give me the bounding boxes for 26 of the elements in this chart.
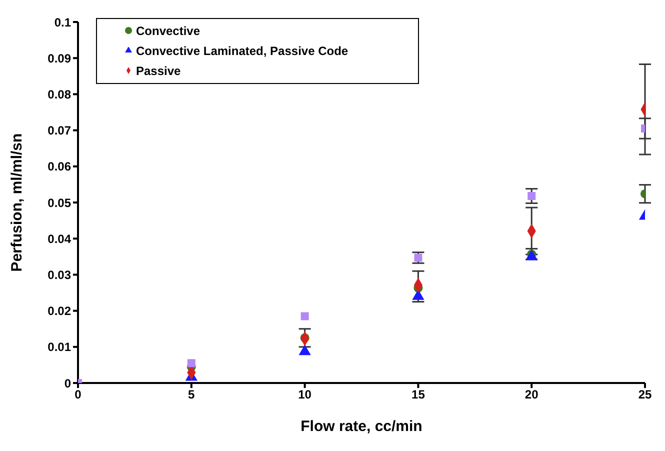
legend-label: Convective <box>136 24 200 38</box>
y-tick-label: 0 <box>64 376 72 390</box>
legend-label: Passive <box>136 64 181 78</box>
y-tick-label: 0.08 <box>48 87 72 102</box>
point <box>528 192 536 200</box>
x-axis-title: Flow rate, cc/min <box>300 418 422 435</box>
y-tick-label: 0.02 <box>48 304 72 318</box>
x-tick-label: 0 <box>74 388 82 402</box>
x-tick-label: 5 <box>188 388 196 402</box>
point <box>300 312 309 320</box>
y-tick-label: 0.07 <box>48 124 72 138</box>
y-axis-title: Perfusion, ml/ml/sn <box>8 133 26 272</box>
y-tick-label: 0.04 <box>48 232 72 246</box>
y-tick-label: 0.05 <box>48 196 72 210</box>
x-tick-label: 10 <box>298 388 312 402</box>
y-tick-label: 0.03 <box>48 268 72 282</box>
point <box>414 254 422 262</box>
y-tick-label: 0.09 <box>48 51 72 66</box>
x-tick-label: 15 <box>412 388 426 402</box>
point <box>187 359 196 368</box>
y-tick-label: 0.1 <box>54 15 72 30</box>
y-tick-label: 0.01 <box>48 340 72 354</box>
legend-label: Convective Laminated, Passive Code <box>136 44 348 58</box>
x-tick-label: 20 <box>524 388 539 402</box>
x-tick-label: 25 <box>638 388 652 402</box>
y-tick-label: 0.06 <box>48 160 72 174</box>
